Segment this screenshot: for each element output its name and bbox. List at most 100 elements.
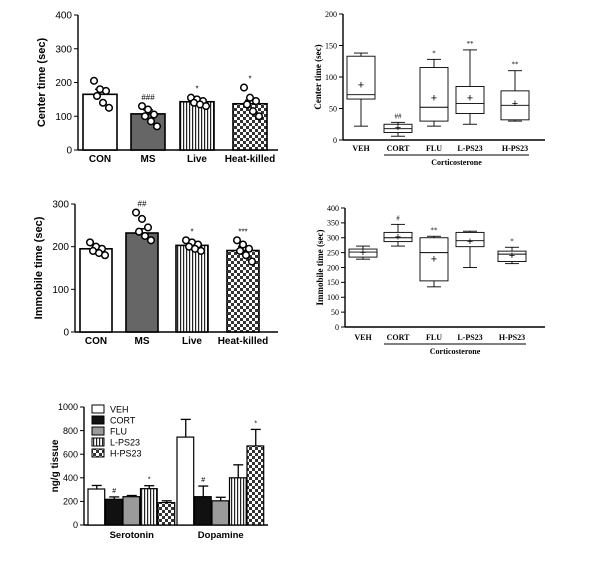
panel-a-data-point xyxy=(143,105,153,114)
panel-e-legend-swatch xyxy=(91,404,105,414)
panel-d-marks: + VEH + # CORT + ** FLU + L-PS23 + * H-PS23 Corticost… xyxy=(348,214,527,356)
panel-b-y-tick-label: 200 xyxy=(325,10,337,19)
panel-e-marks: # * Serotonin # * Dopamine xyxy=(87,418,265,541)
panel-e-legend-label: H-PS23 xyxy=(110,449,142,459)
panel-c-y-tick-label: 100 xyxy=(52,285,69,296)
panel-b-box-l-ps23 xyxy=(455,85,485,114)
panel-c-data-point xyxy=(235,246,245,255)
panel-a-category-label: CON xyxy=(89,154,111,165)
panel-c-data-point xyxy=(232,236,242,245)
panel-c-data-point xyxy=(247,257,257,266)
panel-d-y-tick-label: 250 xyxy=(327,248,339,257)
panel-e-legend-swatch xyxy=(91,448,105,458)
panel-d-y-tick-label: 350 xyxy=(327,219,339,228)
panel-e-significance-mark: # xyxy=(201,477,205,484)
panel-c-bar-con xyxy=(79,248,113,333)
panel-b-mean-marker: + xyxy=(467,92,473,104)
panel-b-mean-marker: + xyxy=(358,80,364,92)
panel-e-y-tick-label: 0 xyxy=(73,520,78,530)
panel-d-mean-marker: + xyxy=(395,232,401,244)
panel-c-y-tick-label: 200 xyxy=(52,242,69,253)
panel-d-y-tick-label: 300 xyxy=(327,234,339,243)
panel-a-data-point xyxy=(92,91,102,101)
panel-e-bar-dopamine-flu xyxy=(211,500,230,526)
panel-e-legend-swatch xyxy=(91,437,105,447)
panel-d-y-tick-label: 50 xyxy=(331,308,339,317)
panel-c-data-point xyxy=(137,214,147,223)
panel-c-category-label: Heat-killed xyxy=(218,336,269,347)
panel-d-y-tick-label: 100 xyxy=(327,293,339,302)
panel-e-legend-label: VEH xyxy=(110,405,129,415)
panel-e-y-axis-title: ng/g tissue xyxy=(50,439,61,492)
panel-e-y-tick-label: 1000 xyxy=(58,402,78,412)
panel-c-bar-ms xyxy=(125,232,159,333)
panel-e-legend-swatch xyxy=(91,415,105,425)
panel-d-axes: 0 50 100 150 200 250 300 350 400 Immobile time (s… xyxy=(315,204,545,332)
panel-a-significance-mark: * xyxy=(248,75,251,84)
panel-a-category-label: Heat-killed xyxy=(225,154,276,165)
panel-d-y-tick-label: 0 xyxy=(335,323,339,332)
panel-b-y-tick-label: 0 xyxy=(333,136,337,145)
panel-a-y-tick-label: 100 xyxy=(55,112,72,123)
panel-e-bar-dopamine-h-ps23 xyxy=(246,445,265,526)
panel-d-y-tick-label: 400 xyxy=(327,204,339,213)
panel-e-legend-swatch xyxy=(91,426,105,436)
panel-e-bar-dopamine-cort xyxy=(193,496,212,526)
panel-b-category-label: CORT xyxy=(387,144,410,153)
panel-b-mean-marker: + xyxy=(431,92,437,104)
panel-b-axes: 0 50 100 150 200 Center time (sec) xyxy=(313,10,545,145)
panel-e-y-tick-label: 400 xyxy=(63,473,78,483)
panel-e-category-label: Serotonin xyxy=(110,530,155,541)
panel-e-significance-mark: * xyxy=(148,477,151,484)
panel-a-data-point xyxy=(137,102,147,111)
panel-b-box-flu xyxy=(419,67,449,122)
panel-c-data-point xyxy=(140,231,150,241)
panel-b-category-label: VEH xyxy=(352,144,370,153)
panel-a-data-point xyxy=(152,122,162,131)
panel-a-data-point xyxy=(254,112,264,121)
panel-c-significance-mark: ## xyxy=(138,200,147,209)
panel-d-significance-mark: * xyxy=(510,237,514,245)
panel-b-y-axis-title: Center time (sec) xyxy=(313,44,323,109)
panel-a-data-point xyxy=(251,97,261,106)
panel-c-data-point xyxy=(241,251,251,260)
panel-d-significance-mark: # xyxy=(396,214,400,222)
panel-e-bar-dopamine-l-ps23 xyxy=(228,477,247,526)
panel-a-y-axis-title: Center time (sec) xyxy=(36,38,48,128)
panel-c-significance-mark: *** xyxy=(238,227,247,236)
panel-b-significance-mark: ** xyxy=(467,40,475,48)
panel-c-bar-live xyxy=(175,244,209,333)
panel-a-data-point xyxy=(140,112,150,121)
panel-d-category-label: FLU xyxy=(426,333,442,342)
panel-b-marks: + VEH + ## CORT + * FLU + ** L-PS23 + ** H-PS23 Cortic… xyxy=(346,40,530,167)
panel-a-y-tick-label: 400 xyxy=(55,11,72,22)
panel-b-category-label: L-PS23 xyxy=(457,144,482,153)
panel-b-category-label: H-PS23 xyxy=(502,144,528,153)
panel-a-y-tick-label: 300 xyxy=(55,44,72,55)
panel-d-box-l-ps23 xyxy=(455,231,485,248)
panel-d-group-label: Corticosterone xyxy=(430,347,481,356)
panel-a-data-point xyxy=(239,83,249,92)
panel-e-significance-mark: * xyxy=(254,420,257,427)
panel-c-category-label: CON xyxy=(85,336,107,347)
panel-c-data-point xyxy=(143,223,153,232)
panel-d-category-label: L-PS23 xyxy=(457,333,482,342)
panel-c-y-axis-title: Immobile time (sec) xyxy=(33,216,45,319)
panel-c-data-point xyxy=(85,238,95,247)
panel-a-data-point xyxy=(89,76,99,85)
panel-d-category-label: VEH xyxy=(354,333,372,342)
panel-b-significance-mark: ** xyxy=(512,61,520,69)
panel-d-box-veh xyxy=(348,248,378,258)
panel-b-y-tick-label: 50 xyxy=(329,104,337,113)
panel-b-significance-mark: ## xyxy=(395,112,403,120)
panel-c-data-point xyxy=(134,227,144,236)
panel-e-bar-serotonin-h-ps23 xyxy=(157,501,176,526)
panel-a-data-point xyxy=(98,98,108,107)
panel-a-data-point xyxy=(201,102,211,111)
panel-b-category-label: FLU xyxy=(426,144,442,153)
panel-c-data-point xyxy=(131,208,141,217)
panel-d-box-flu xyxy=(419,237,449,282)
panel-a-marks: CON ### MS * Live * Heat-killed xyxy=(82,75,276,165)
panel-b-box-veh xyxy=(346,55,376,100)
